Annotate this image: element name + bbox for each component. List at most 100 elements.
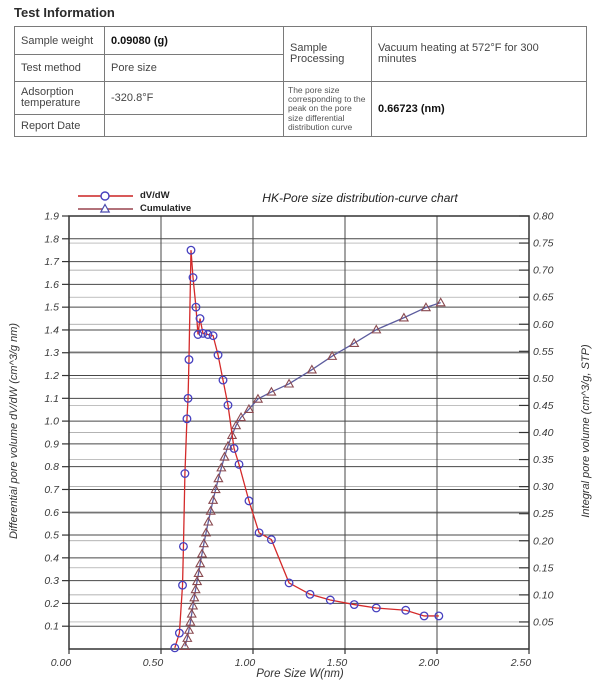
left-tick-label: 0.4 xyxy=(44,552,59,564)
circle-marker xyxy=(184,355,194,365)
sample-weight-value: 0.09080 (g) xyxy=(104,26,284,55)
triangle-marker xyxy=(198,538,210,548)
left-tick-label: 0.5 xyxy=(44,530,59,542)
triangle-marker xyxy=(230,420,242,430)
sample-processing-value: Vacuum heating at 572°F for 300 minutes xyxy=(371,26,587,82)
triangle-marker xyxy=(243,403,255,413)
left-tick-label: 0.3 xyxy=(44,575,59,587)
adsorption-temperature-label: Adsorption temperature xyxy=(14,81,105,115)
triangle-marker xyxy=(210,484,221,494)
circle-marker xyxy=(170,643,180,653)
circle-marker xyxy=(208,331,218,341)
triangle-marker xyxy=(266,386,277,396)
triangle-marker xyxy=(371,324,382,334)
right-tick-label: 0.50 xyxy=(533,373,554,385)
triangle-marker xyxy=(186,608,197,618)
circle-marker xyxy=(186,245,196,255)
circle-marker xyxy=(325,595,335,605)
circle-marker xyxy=(305,589,315,599)
left-tick-label: 1.0 xyxy=(44,416,59,428)
circle-marker xyxy=(193,330,203,339)
right-tick-label: 0.15 xyxy=(533,562,554,574)
circle-marker xyxy=(213,350,223,360)
triangle-marker xyxy=(193,567,204,577)
triangle-marker xyxy=(191,576,203,586)
circle-marker xyxy=(244,496,254,506)
right-tick-label: 0.75 xyxy=(533,238,554,250)
triangle-marker xyxy=(283,378,295,388)
circle-marker xyxy=(182,414,192,424)
left-tick-label: 0.2 xyxy=(44,598,59,610)
circle-marker xyxy=(195,314,205,324)
peak-pore-size-value: 0.66723 (nm) xyxy=(371,81,587,137)
circle-marker xyxy=(218,375,228,385)
left-tick-label: 1.6 xyxy=(44,279,59,291)
circle-marker xyxy=(178,541,188,551)
triangle-marker xyxy=(252,393,264,403)
circle-marker xyxy=(434,611,444,621)
triangle-marker xyxy=(185,616,196,626)
sample-processing-label: Sample Processing xyxy=(283,26,372,82)
triangle-marker xyxy=(219,451,230,461)
left-tick-label: 1.8 xyxy=(44,233,59,245)
triangle-marker xyxy=(190,584,201,594)
page-title: Test Information xyxy=(14,5,115,20)
left-tick-label: 1.4 xyxy=(44,324,59,336)
triangle-marker xyxy=(205,505,216,515)
triangle-marker xyxy=(200,527,212,537)
right-y-axis-label: Integral pore volume (cm^3/g, STP) xyxy=(580,344,592,518)
triangle-marker xyxy=(196,548,208,558)
circle-marker xyxy=(183,393,193,403)
left-tick-label: 0.7 xyxy=(44,484,60,496)
sample-weight-label: Sample weight xyxy=(14,26,105,55)
report-date-value xyxy=(104,114,284,137)
circle-marker xyxy=(223,400,233,410)
triangle-marker xyxy=(420,302,432,312)
circle-marker xyxy=(254,528,264,538)
test-method-value: Pore size xyxy=(104,54,284,82)
test-information-table: Sample weight 0.09080 (g) Sample Process… xyxy=(14,26,587,137)
chart-title: HK-Pore size distribution-curve chart xyxy=(262,191,458,205)
report-date-label: Report Date xyxy=(14,114,105,137)
triangle-marker xyxy=(187,600,199,610)
triangle-marker xyxy=(195,558,206,568)
x-tick-label: 1.00 xyxy=(235,657,256,669)
circle-marker xyxy=(266,535,276,545)
triangle-marker xyxy=(207,494,219,504)
triangle-marker xyxy=(182,632,193,642)
right-tick-label: 0.70 xyxy=(533,265,554,277)
right-tick-label: 0.25 xyxy=(533,508,554,520)
left-tick-label: 1.7 xyxy=(44,256,60,268)
right-tick-label: 0.20 xyxy=(533,535,554,547)
x-tick-label: 2.00 xyxy=(418,657,440,669)
triangle-marker xyxy=(306,364,318,374)
peak-pore-size-label: The pore size corresponding to the peak … xyxy=(283,81,372,137)
triangle-marker xyxy=(203,516,214,526)
series-line-dVdW xyxy=(174,250,439,649)
triangle-marker xyxy=(326,350,338,360)
circle-marker xyxy=(349,600,359,610)
circle-marker xyxy=(203,330,213,339)
right-tick-label: 0.60 xyxy=(533,319,554,331)
adsorption-temperature-value: -320.8°F xyxy=(104,81,284,115)
left-tick-label: 0.9 xyxy=(44,438,59,450)
circle-marker xyxy=(229,444,239,453)
left-tick-label: 0.6 xyxy=(44,507,59,519)
left-tick-label: 1.1 xyxy=(44,393,59,405)
left-tick-label: 1.3 xyxy=(44,347,59,359)
legend-triangle-icon xyxy=(99,203,111,213)
x-axis-label: Pore Size W(nm) xyxy=(256,668,344,680)
x-tick-label: 1.50 xyxy=(327,657,348,669)
right-tick-label: 0.30 xyxy=(533,481,554,493)
triangle-marker xyxy=(183,624,195,634)
right-tick-label: 0.05 xyxy=(533,616,554,628)
x-tick-label: 2.50 xyxy=(510,657,532,669)
circle-marker xyxy=(180,469,190,478)
left-tick-label: 0.1 xyxy=(44,621,59,633)
circle-marker xyxy=(419,611,429,621)
left-tick-label: 1.5 xyxy=(44,302,59,314)
triangle-marker xyxy=(235,412,247,422)
right-tick-label: 0.65 xyxy=(533,292,554,304)
circle-marker xyxy=(371,603,381,613)
left-y-axis-label: Differential pore volume dV/dW (cm^3/g n… xyxy=(8,322,20,540)
